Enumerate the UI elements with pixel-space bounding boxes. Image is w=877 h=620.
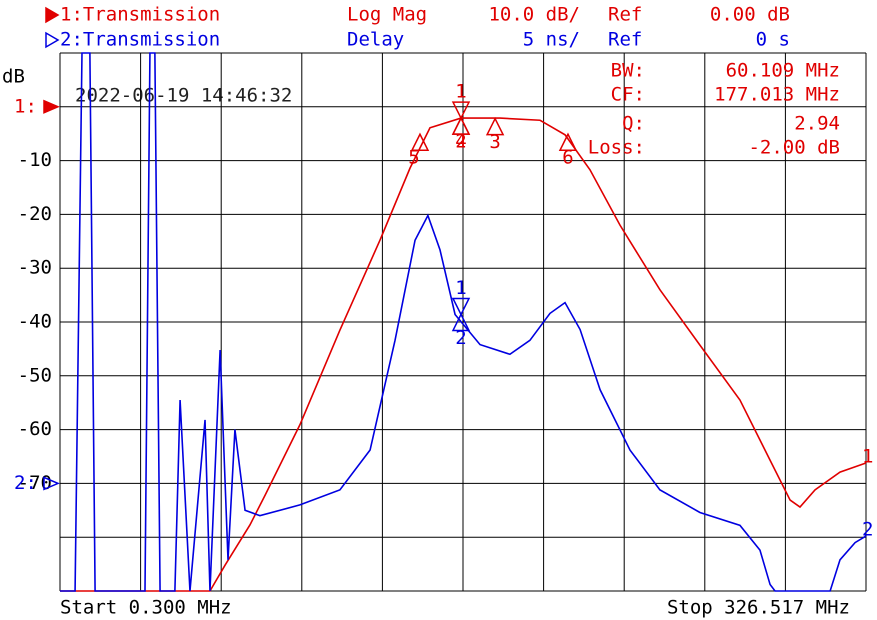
ref-label: 2: xyxy=(14,472,37,494)
marker xyxy=(558,132,578,151)
readout-value: -2.00 dB xyxy=(748,137,840,159)
ref-symbol xyxy=(43,476,60,491)
trace-end-label: 2 xyxy=(862,519,873,541)
readout-label: BW: xyxy=(611,60,645,82)
trace xyxy=(60,117,867,592)
format: Log Mag xyxy=(347,4,427,26)
trace-name: 2:Transmission xyxy=(60,29,220,51)
marker xyxy=(410,132,430,151)
start-label: Start 0.300 MHz xyxy=(60,597,232,619)
marker-label: 5 xyxy=(408,147,419,169)
y-tick-label: -40 xyxy=(18,311,52,333)
trace-end-label: 1 xyxy=(862,445,873,467)
ref-value: 0 s xyxy=(756,29,790,51)
marker-label: 6 xyxy=(562,147,573,169)
readout-label: CF: xyxy=(611,84,645,106)
marker-label: 4 xyxy=(455,131,466,153)
marker-label: 2 xyxy=(455,131,466,153)
trace xyxy=(60,52,867,592)
marker-label: 3 xyxy=(489,131,500,153)
marker xyxy=(451,297,471,317)
trace-symbol xyxy=(45,31,60,49)
y-tick-label: -60 xyxy=(18,418,52,440)
marker xyxy=(451,101,471,120)
marker xyxy=(451,312,471,332)
format: Delay xyxy=(347,29,404,51)
readout-value: 177.013 MHz xyxy=(714,84,840,106)
y-tick-label: -50 xyxy=(18,364,52,386)
marker-label: 1 xyxy=(455,81,466,103)
readout-value: 60.109 MHz xyxy=(726,60,840,82)
readout-label: Q: xyxy=(622,113,645,135)
y-tick-label: -20 xyxy=(18,203,52,225)
y-tick-label: -30 xyxy=(18,257,52,279)
readout-value: 2.94 xyxy=(794,113,840,135)
scale: 5 ns/ xyxy=(523,29,580,51)
ref-text: Ref xyxy=(608,4,642,26)
marker xyxy=(485,116,505,136)
y-tick-label: -10 xyxy=(18,149,52,171)
ref-value: 0.00 dB xyxy=(710,4,790,26)
ref-symbol xyxy=(43,99,60,114)
ref-text: Ref xyxy=(608,29,642,51)
readout-label: Loss: xyxy=(588,137,645,159)
y-unit: dB xyxy=(2,66,25,88)
timestamp: 2022-06-19 14:46:32 xyxy=(75,85,292,107)
marker xyxy=(451,116,471,135)
ref-label: 1: xyxy=(14,95,37,117)
stop-label: Stop 326.517 MHz xyxy=(667,597,850,619)
trace-name: 1:Transmission xyxy=(60,4,220,26)
scale: 10.0 dB/ xyxy=(488,4,580,26)
marker-label: 1 xyxy=(455,277,466,299)
marker-label: 2 xyxy=(455,327,466,349)
trace-symbol xyxy=(45,6,60,24)
